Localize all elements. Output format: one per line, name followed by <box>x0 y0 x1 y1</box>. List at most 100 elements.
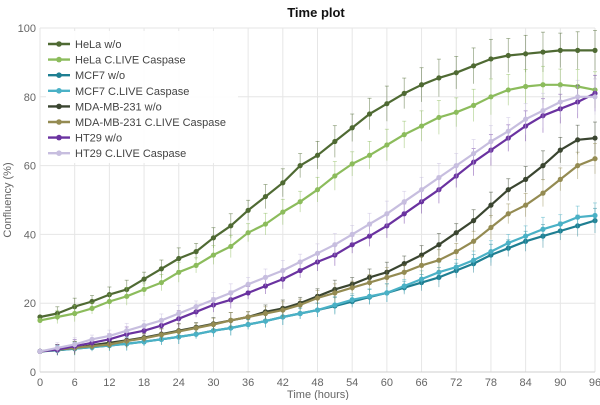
x-tick-label: 84 <box>520 377 532 389</box>
data-point <box>575 137 581 143</box>
data-point <box>488 202 494 208</box>
data-point <box>297 267 303 274</box>
data-point <box>470 63 477 69</box>
data-point <box>453 163 459 169</box>
data-point <box>158 266 165 272</box>
data-point <box>228 223 234 229</box>
data-point <box>470 102 477 108</box>
data-point <box>141 286 147 293</box>
data-point <box>418 276 425 282</box>
series-lines <box>37 29 598 356</box>
x-tick-label: 6 <box>72 377 78 389</box>
data-point <box>592 135 598 141</box>
data-point <box>505 187 511 193</box>
data-point <box>453 70 459 76</box>
data-point <box>401 269 407 275</box>
legend-swatch-marker <box>56 88 62 94</box>
data-point <box>418 262 425 268</box>
data-point <box>245 230 251 236</box>
data-point <box>193 304 199 310</box>
data-point <box>436 75 442 81</box>
data-point <box>436 257 442 263</box>
data-point <box>158 279 165 286</box>
x-tick-label: 54 <box>346 377 358 389</box>
data-point <box>106 298 112 305</box>
data-point <box>228 243 234 250</box>
legend-item-label: MDA-MB-231 w/o <box>75 101 162 113</box>
data-point <box>245 281 251 287</box>
data-point <box>332 173 338 179</box>
y-axis-label: Confluency (%) <box>2 162 14 237</box>
data-point <box>557 47 563 53</box>
data-point <box>297 199 303 205</box>
data-point <box>523 83 529 90</box>
data-point <box>366 152 373 158</box>
y-tick-label: 20 <box>24 298 36 310</box>
data-point <box>124 293 130 299</box>
data-point <box>297 302 303 308</box>
data-point <box>401 211 407 217</box>
data-point <box>384 101 390 107</box>
data-point <box>349 242 355 248</box>
data-point <box>210 297 217 303</box>
data-point <box>210 252 217 258</box>
data-point <box>540 107 546 114</box>
data-point <box>523 202 529 208</box>
data-point <box>401 283 407 289</box>
data-point <box>176 255 182 262</box>
data-point <box>557 176 563 182</box>
legend-background <box>46 31 238 163</box>
x-tick-label: 12 <box>103 377 115 389</box>
data-point <box>592 212 598 219</box>
data-point <box>453 249 459 255</box>
data-point <box>505 87 511 93</box>
data-point <box>557 221 563 227</box>
series-5 <box>37 143 598 355</box>
legend-swatch-marker <box>56 150 62 156</box>
data-point <box>436 114 442 121</box>
legend-swatch-marker <box>56 119 62 125</box>
x-tick-label: 24 <box>173 377 185 389</box>
data-point <box>332 302 338 308</box>
data-point <box>470 218 477 224</box>
legend-item-label: MDA-MB-231 C.LIVE Caspase <box>75 117 226 129</box>
data-point <box>141 276 147 282</box>
data-point <box>297 310 303 317</box>
data-point <box>523 176 529 182</box>
x-tick-label: 96 <box>589 377 600 389</box>
legend-swatch-marker <box>56 134 62 141</box>
legend-swatch-marker <box>56 56 62 63</box>
legend-swatch-marker <box>56 103 62 110</box>
data-point <box>158 332 165 338</box>
data-point <box>384 211 390 217</box>
data-point <box>72 341 78 348</box>
data-point <box>384 274 390 280</box>
data-point <box>453 264 459 270</box>
x-axis-label: Time (hours) <box>287 389 349 400</box>
data-point <box>349 231 355 237</box>
x-tick-label: 18 <box>138 377 150 389</box>
data-point <box>158 317 165 323</box>
data-point <box>193 249 199 255</box>
data-point <box>488 224 494 231</box>
legend-item-label: HT29 C.LIVE Caspase <box>75 148 186 160</box>
data-point <box>245 321 251 328</box>
y-tick-label: 80 <box>24 92 36 104</box>
data-point <box>401 132 407 138</box>
data-point <box>505 128 511 134</box>
data-point <box>280 209 286 215</box>
data-point <box>488 249 494 255</box>
data-point <box>332 138 338 145</box>
x-tick-label: 48 <box>311 377 323 389</box>
data-point <box>523 116 529 122</box>
data-point <box>314 152 321 158</box>
data-point <box>349 161 355 167</box>
data-point <box>262 310 269 317</box>
data-point <box>470 150 477 157</box>
data-point <box>575 94 581 100</box>
data-point <box>37 348 43 354</box>
data-point <box>453 109 459 115</box>
legend-item-label: HT29 w/o <box>75 133 122 145</box>
data-point <box>210 235 217 241</box>
